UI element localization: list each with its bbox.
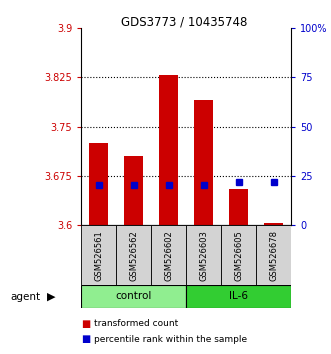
Bar bbox=[186, 225, 221, 285]
Text: GSM526561: GSM526561 bbox=[94, 230, 103, 281]
Bar bbox=[256, 225, 291, 285]
Text: GSM526605: GSM526605 bbox=[234, 230, 243, 281]
Bar bbox=[159, 75, 178, 225]
Text: percentile rank within the sample: percentile rank within the sample bbox=[94, 335, 248, 344]
Bar bbox=[221, 225, 256, 285]
Text: IL-6: IL-6 bbox=[229, 291, 248, 302]
Bar bbox=[186, 285, 291, 308]
Bar bbox=[124, 156, 143, 225]
Text: GSM526562: GSM526562 bbox=[129, 230, 138, 281]
Bar bbox=[81, 225, 116, 285]
Bar bbox=[194, 100, 213, 225]
Text: GSM526603: GSM526603 bbox=[199, 230, 208, 281]
Bar bbox=[151, 225, 186, 285]
Text: ■: ■ bbox=[81, 334, 90, 344]
Bar bbox=[116, 225, 151, 285]
Bar bbox=[81, 285, 186, 308]
Bar bbox=[229, 189, 248, 225]
Text: ■: ■ bbox=[81, 319, 90, 329]
Text: agent: agent bbox=[10, 292, 40, 302]
Text: ▶: ▶ bbox=[47, 292, 56, 302]
Bar bbox=[89, 143, 108, 225]
Text: GSM526678: GSM526678 bbox=[269, 230, 278, 281]
Text: GDS3773 / 10435748: GDS3773 / 10435748 bbox=[120, 16, 247, 29]
Text: GSM526602: GSM526602 bbox=[164, 230, 173, 281]
Text: transformed count: transformed count bbox=[94, 319, 179, 329]
Text: control: control bbox=[116, 291, 152, 302]
Bar bbox=[264, 223, 283, 225]
